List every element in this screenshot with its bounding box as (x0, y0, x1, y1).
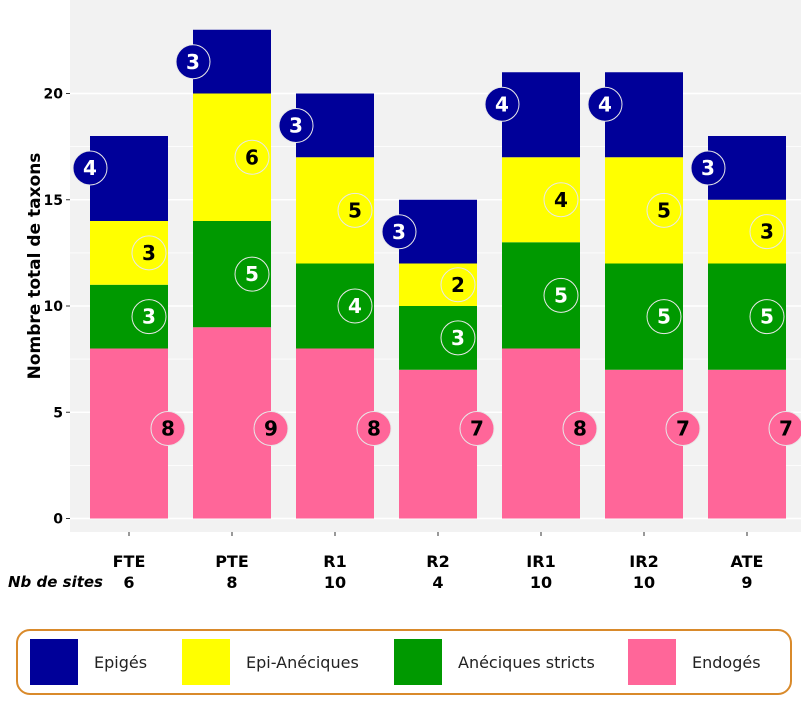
data-label-badge (234, 256, 270, 292)
data-label-badge (337, 288, 373, 324)
legend-swatch (394, 639, 442, 685)
y-tick-label: 20 (44, 87, 64, 103)
data-label-badge (131, 299, 167, 335)
data-label: 8 (367, 417, 381, 441)
legend-label: Epi-Anéciques (246, 652, 359, 672)
data-label-badge (150, 411, 186, 446)
bars: 8 3 3 4 9 5 6 3 8 4 5 3 7 3 2 3 8 5 4 4 7 5 5 4 7 5 3 3 (72, 29, 801, 519)
legend-item: Anéciques stricts (394, 631, 595, 693)
data-label: 5 (554, 283, 568, 307)
data-label: 4 (554, 188, 568, 212)
legend-item: Endogés (628, 631, 761, 693)
data-label-badge (234, 139, 270, 175)
data-label: 3 (142, 241, 156, 265)
data-label-badge (356, 411, 392, 446)
data-label-badge (690, 150, 726, 186)
bar-segment (605, 369, 683, 519)
data-label-badge (749, 299, 785, 335)
site-count-label: 8 (226, 573, 237, 592)
data-label-badge (749, 214, 785, 250)
legend: Epigés Epi-Anéciques Anéciques stricts Endo… (16, 629, 792, 695)
data-label: 5 (760, 305, 774, 329)
data-label: 5 (348, 198, 362, 222)
site-count-label: 9 (741, 573, 752, 592)
data-label: 4 (348, 294, 362, 318)
bar-segment (708, 369, 786, 519)
data-label-badge (253, 411, 289, 446)
data-label-badge (72, 150, 108, 186)
data-label-badge (278, 108, 314, 143)
legend-item: Epigés (30, 631, 147, 693)
site-count-label: 10 (530, 573, 552, 592)
data-label-badge (131, 235, 167, 271)
x-tick-label: ATE (731, 552, 764, 571)
x-tick-label: FTE (113, 552, 146, 571)
data-label-badge (543, 182, 579, 218)
data-label-badge (543, 277, 579, 313)
data-label-badge (665, 411, 701, 446)
y-axis: 0 5 10 15 20 (44, 87, 70, 528)
data-label: 8 (573, 417, 587, 441)
data-label-badge (440, 267, 476, 303)
data-label-badge (484, 86, 520, 122)
data-label: 4 (83, 156, 97, 180)
legend-label: Epigés (94, 652, 148, 672)
data-label-badge (459, 411, 495, 446)
site-count-label: 10 (633, 573, 655, 592)
data-label: 6 (245, 145, 259, 169)
y-tick-label: 10 (44, 299, 64, 315)
data-label-badge (381, 214, 417, 250)
data-label: 3 (186, 50, 200, 74)
data-label: 3 (701, 156, 715, 180)
x-tick-label: PTE (215, 552, 249, 571)
legend-swatch (182, 639, 230, 685)
data-label: 5 (245, 262, 259, 286)
data-label: 4 (598, 92, 612, 116)
data-label: 3 (142, 305, 156, 329)
data-label: 7 (676, 417, 690, 441)
data-label: 5 (657, 198, 671, 222)
data-label: 8 (161, 417, 175, 441)
data-label-badge (768, 411, 801, 446)
legend-item: Epi-Anéciques (182, 631, 359, 693)
legend-swatch (30, 639, 78, 685)
x-axis: FTE 6 PTE 8 R1 10 R2 4 IR1 10 IR2 10 ATE 9 (113, 532, 764, 592)
data-label: 3 (451, 326, 465, 350)
data-label-badge (587, 86, 623, 122)
sites-row-label: Nb de sites (8, 573, 103, 591)
data-label: 2 (451, 273, 465, 297)
data-label-badge (175, 44, 211, 80)
data-label: 3 (760, 220, 774, 244)
y-tick-label: 0 (53, 512, 63, 528)
legend-label: Anéciques stricts (458, 652, 595, 672)
site-count-label: 10 (324, 573, 346, 592)
data-label: 3 (392, 220, 406, 244)
data-label: 5 (657, 305, 671, 329)
data-label-badge (562, 411, 598, 446)
data-label: 4 (495, 92, 509, 116)
data-label: 3 (289, 114, 303, 138)
data-label-badge (440, 320, 476, 356)
data-label: 9 (264, 417, 278, 441)
y-axis-title: Nombre total de taxons (25, 153, 45, 380)
data-label-badge (337, 192, 373, 228)
site-count-label: 6 (123, 573, 134, 592)
data-label-badge (646, 299, 682, 335)
data-label-badge (646, 192, 682, 228)
data-label: 7 (470, 417, 484, 441)
data-label: 7 (779, 417, 793, 441)
y-tick-label: 5 (53, 405, 63, 421)
legend-swatch (628, 639, 676, 685)
x-tick-label: IR1 (526, 552, 555, 571)
x-tick-label: IR2 (629, 552, 658, 571)
x-tick-label: R1 (323, 552, 346, 571)
y-tick-label: 15 (44, 193, 63, 209)
bar-segment (399, 369, 477, 519)
x-tick-label: R2 (426, 552, 449, 571)
site-count-label: 4 (432, 573, 443, 592)
legend-label: Endogés (692, 652, 761, 672)
